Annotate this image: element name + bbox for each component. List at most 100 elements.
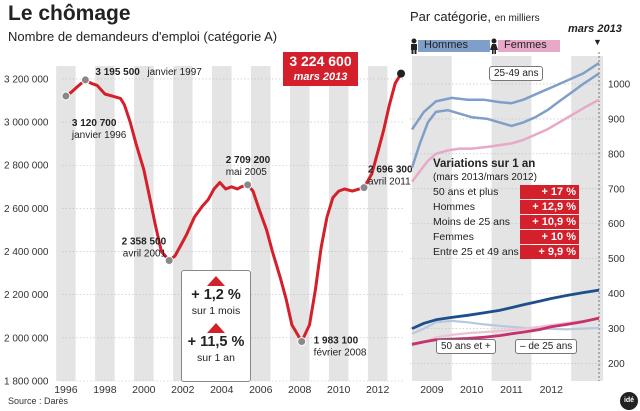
x-tick-label: 2002 (171, 384, 195, 396)
table-row: 50 ans et plus + 17 % (433, 185, 579, 199)
y-tick-label: 700 (608, 184, 625, 195)
x-tick-label: 2012 (366, 384, 390, 396)
annotation-dot (61, 91, 71, 101)
legend-women-label: Femmes (504, 39, 547, 51)
y-tick-label: 600 (608, 219, 625, 230)
brand-logo: idé (620, 392, 638, 410)
x-tick-label: 2011 (500, 384, 523, 396)
annotation-date: février 2008 (314, 347, 367, 358)
row-label: Hommes (433, 201, 476, 213)
y-tick-label: 2 800 000 (4, 161, 49, 172)
page-subtitle: Nombre de demandeurs d'emploi (catégorie… (8, 29, 278, 44)
y-tick-label: 300 (608, 324, 625, 335)
legend-men: Hommes (408, 38, 498, 54)
year-band (95, 66, 115, 381)
page-title: Le chômage (8, 2, 131, 25)
annotation-date: mai 2005 (226, 167, 268, 178)
delta-year-value: + 11,5 % (187, 334, 245, 350)
annotation-date: avril 2011 (368, 177, 411, 188)
delta-year-label: sur 1 an (197, 352, 235, 364)
series-women (411, 98, 600, 183)
woman-icon (490, 38, 498, 54)
row-value: + 17 % (520, 185, 579, 199)
right-title-main: Par catégorie, (410, 9, 491, 24)
annotation-date: janvier 1997 (146, 67, 202, 78)
year-band (56, 66, 76, 381)
table-row: Femmes + 10 % (433, 230, 579, 244)
series-women-pale (411, 317, 600, 348)
legend-men-swatch (418, 40, 490, 52)
row-value: + 12,9 % (520, 200, 579, 214)
y-tick-label: 500 (608, 254, 625, 265)
y-tick-label: 2 400 000 (4, 247, 49, 258)
row-label: Moins de 25 ans (433, 216, 511, 228)
delta-month-label: sur 1 mois (191, 305, 241, 317)
variations-table: Variations sur 1 an (mars 2013/mars 2012… (433, 157, 579, 259)
year-band (251, 66, 271, 381)
row-value: + 10,9 % (520, 215, 579, 229)
delta-box: + 1,2 % sur 1 mois + 11,5 % sur 1 an (181, 270, 251, 382)
current-date: mars 2013 (293, 71, 348, 83)
legend-women: Femmes (488, 38, 568, 54)
annotation-dot (297, 336, 307, 346)
x-tick-label: 2008 (288, 384, 312, 396)
source-note: Source : Darès (8, 396, 69, 406)
y-tick-label: 900 (608, 114, 625, 125)
year-band (134, 66, 154, 381)
annotation-value: 1 983 100 (314, 335, 359, 346)
annotation-dot (359, 183, 369, 193)
current-value: 3 224 600 (289, 53, 352, 69)
annotation-value: 3 120 700 (72, 118, 117, 129)
x-tick-label: 2012 (540, 384, 564, 396)
x-tick-label: 1998 (93, 384, 117, 396)
y-tick-label: 200 (608, 359, 625, 370)
y-tick-label: 800 (608, 149, 625, 160)
series-50-plus (411, 288, 600, 330)
right-title-unit: en milliers (494, 13, 540, 24)
x-tick-label: 2004 (210, 384, 234, 396)
man-icon (411, 38, 417, 54)
row-value: + 9,9 % (520, 245, 579, 259)
current-value-dot (397, 69, 406, 78)
series-25-49 (410, 61, 600, 131)
year-band (367, 66, 388, 381)
y-tick-label: 3 000 000 (4, 118, 49, 129)
y-tick-label: 1 800 000 (4, 377, 49, 388)
x-tick-label: 2009 (420, 384, 444, 396)
unemployment-line (65, 72, 403, 343)
annotation-date: janvier 1996 (71, 130, 127, 141)
row-label: Femmes (433, 231, 474, 243)
y-tick-label: 1000 (608, 79, 631, 90)
delta-month-value: + 1,2 % (191, 287, 241, 303)
annotation-value: 2 709 200 (226, 155, 271, 166)
up-arrow-icon (207, 323, 225, 333)
label-under-25: – de 25 ans (515, 339, 578, 354)
y-tick-label: 2 000 000 (4, 333, 49, 344)
variations-title: Variations sur 1 an (433, 158, 536, 170)
right-marker-label: mars 2013 (568, 23, 622, 35)
label-25-49: 25-49 ans (489, 66, 544, 81)
table-row: Entre 25 et 49 ans + 9,9 % (433, 245, 579, 259)
annotation-value: 2 358 500 (122, 237, 167, 248)
right-chart-title: Par catégorie, en milliers (410, 9, 540, 24)
current-value-box: 3 224 600 mars 2013 (283, 52, 358, 86)
annotation-dot (164, 256, 174, 266)
y-tick-label: 2 200 000 (4, 290, 49, 301)
legend-men-label: Hommes (424, 39, 469, 51)
row-label: 50 ans et plus (433, 186, 499, 198)
x-tick-label: 2010 (460, 384, 484, 396)
x-tick-label: 2006 (249, 384, 273, 396)
y-tick-label: 400 (608, 289, 625, 300)
series-men (410, 72, 600, 169)
annotation-dot (243, 180, 253, 190)
legend-women-swatch (498, 40, 560, 52)
row-value: + 10 % (520, 230, 579, 244)
annotation-dot (80, 75, 90, 85)
table-row: Moins de 25 ans + 10,9 % (433, 215, 579, 229)
x-tick-label: 2010 (327, 384, 351, 396)
series-under-25-pale (411, 319, 600, 335)
y-tick-label: 2 600 000 (4, 204, 49, 215)
x-tick-label: 1996 (54, 384, 78, 396)
marker-down-arrow-icon: ▼ (593, 37, 602, 47)
annotation-value: 2 696 300 (368, 165, 413, 176)
